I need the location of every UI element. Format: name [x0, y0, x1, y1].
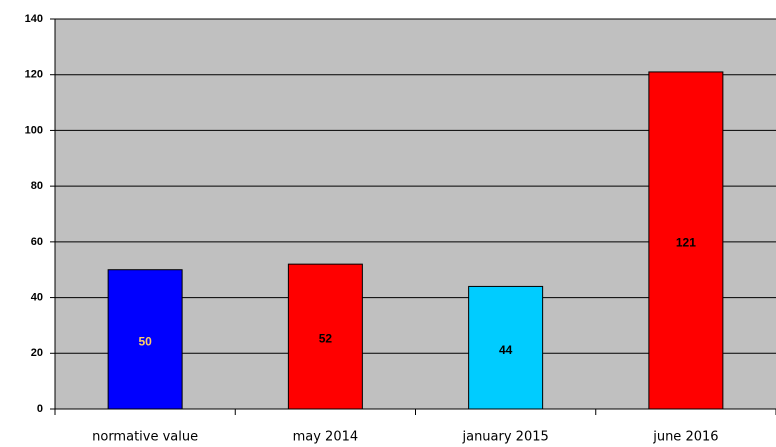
x-tick-label: june 2016: [652, 430, 718, 445]
y-tick-label: 60: [31, 236, 43, 248]
y-tick-label: 140: [25, 13, 43, 25]
y-tick-label: 100: [25, 124, 43, 136]
y-tick-label: 80: [31, 180, 43, 192]
data-label: 44: [499, 343, 513, 357]
bar: [468, 285, 544, 410]
data-label: 52: [319, 332, 333, 346]
x-tick-label: normative value: [92, 430, 198, 445]
bar: [107, 269, 183, 410]
y-tick-label: 20: [31, 347, 43, 359]
y-tick-label: 40: [31, 291, 43, 303]
x-tick-label: january 2015: [461, 430, 548, 445]
bar: [287, 263, 363, 410]
data-label: 121: [676, 236, 696, 250]
y-tick-label: 120: [25, 69, 43, 81]
data-label: 50: [138, 335, 152, 349]
y-tick-label: 0: [37, 403, 43, 415]
x-tick-label: may 2014: [293, 430, 359, 445]
bar: [648, 71, 724, 410]
